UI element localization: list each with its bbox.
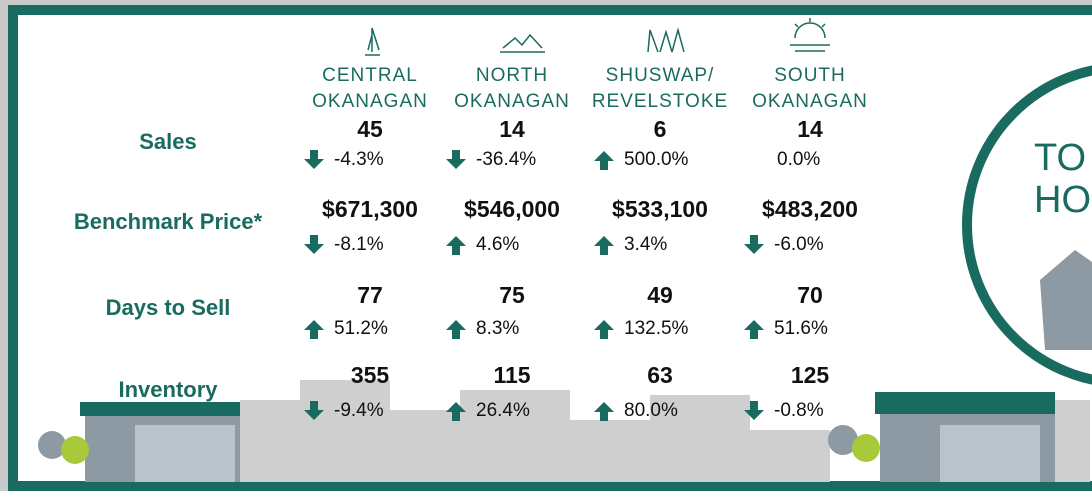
region-name: OKANAGAN — [454, 91, 570, 112]
metric-value: 115 — [493, 362, 530, 388]
metric-change: 132.5% — [624, 318, 689, 339]
trend-arrow-down — [446, 150, 466, 169]
trend-arrow-up — [446, 236, 466, 255]
metric-label: Benchmark Price* — [74, 209, 263, 234]
metric-change: 8.3% — [476, 318, 519, 339]
metric-value: 6 — [654, 116, 667, 142]
metric-change: -4.3% — [334, 149, 384, 170]
metric-value: 45 — [357, 116, 383, 142]
trend-arrow-up — [594, 320, 614, 339]
region-name: NORTH — [476, 65, 548, 86]
metric-change: 4.6% — [476, 234, 519, 255]
trend-arrow-down — [744, 235, 764, 254]
region-name: SOUTH — [774, 65, 846, 86]
region-name: SHUSWAP/ — [606, 65, 715, 86]
trend-arrow-down — [304, 235, 324, 254]
metric-value: 14 — [797, 116, 823, 142]
houses-left — [38, 402, 240, 482]
metric-change: 51.2% — [334, 318, 388, 339]
trend-arrow-up — [594, 402, 614, 421]
metric-value: 77 — [357, 282, 383, 308]
trend-arrow-up — [446, 402, 466, 421]
metric-value: $483,200 — [762, 196, 858, 222]
metric-change: -0.8% — [774, 400, 824, 421]
region-name: OKANAGAN — [752, 91, 868, 112]
metric-change: -36.4% — [476, 149, 536, 170]
metric-value: 75 — [499, 282, 525, 308]
trend-arrow-down — [304, 401, 324, 420]
houses-right — [828, 392, 1055, 482]
metric-label: Inventory — [118, 377, 218, 402]
region-name: CENTRAL — [322, 65, 418, 86]
metric-change: 500.0% — [624, 149, 689, 170]
trend-arrow-down — [744, 401, 764, 420]
metric-change: -8.1% — [334, 234, 384, 255]
metric-value: 63 — [647, 362, 673, 388]
badge-text: TO — [1034, 137, 1086, 179]
badge-house — [1040, 250, 1092, 350]
trend-arrow-up — [594, 151, 614, 170]
metric-change: -6.0% — [774, 234, 824, 255]
region-icons — [365, 18, 830, 56]
metric-change: 80.0% — [624, 400, 678, 421]
metric-change: 0.0% — [777, 149, 820, 170]
metric-value: 355 — [351, 362, 390, 388]
badge-text: HO — [1034, 179, 1091, 221]
metric-change: -9.4% — [334, 400, 384, 421]
metric-value: $671,300 — [322, 196, 418, 222]
metric-change: 51.6% — [774, 318, 828, 339]
trend-arrow-up — [594, 236, 614, 255]
metric-change: 26.4% — [476, 400, 530, 421]
metric-value: $533,100 — [612, 196, 708, 222]
region-name: OKANAGAN — [312, 91, 428, 112]
metric-value: 125 — [791, 362, 830, 388]
metric-value: $546,000 — [464, 196, 560, 222]
metric-label: Sales — [139, 129, 197, 154]
trend-arrow-up — [744, 320, 764, 339]
region-name: REVELSTOKE — [592, 91, 728, 112]
trend-arrow-up — [304, 320, 324, 339]
metric-value: 14 — [499, 116, 525, 142]
metric-value: 49 — [647, 282, 673, 308]
trend-arrow-up — [446, 320, 466, 339]
trend-arrow-down — [304, 150, 324, 169]
metric-label: Days to Sell — [106, 295, 231, 320]
metric-change: 3.4% — [624, 234, 667, 255]
metric-value: 70 — [797, 282, 823, 308]
